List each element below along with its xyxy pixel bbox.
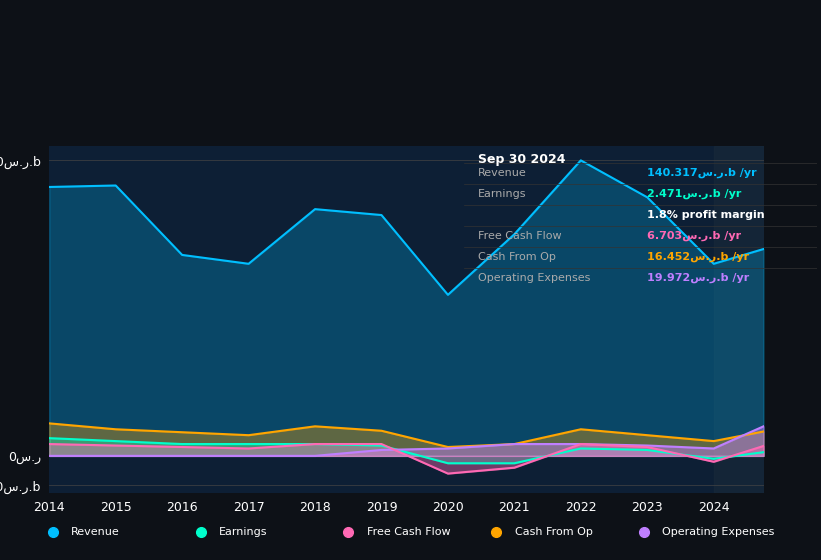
Text: Revenue: Revenue [71, 527, 120, 537]
Text: Cash From Op: Cash From Op [478, 252, 556, 262]
Text: 140.317س.ر.b /yr: 140.317س.ر.b /yr [648, 167, 757, 178]
Text: Operating Expenses: Operating Expenses [663, 527, 775, 537]
Text: Revenue: Revenue [478, 167, 527, 178]
Text: Free Cash Flow: Free Cash Flow [367, 527, 451, 537]
Text: Operating Expenses: Operating Expenses [478, 273, 590, 283]
Text: 2.471س.ر.b /yr: 2.471س.ر.b /yr [648, 189, 742, 199]
Text: Sep 30 2024: Sep 30 2024 [478, 153, 566, 166]
Text: Free Cash Flow: Free Cash Flow [478, 231, 562, 241]
Text: 16.452س.ر.b /yr: 16.452س.ر.b /yr [648, 252, 750, 263]
Bar [713, 146, 764, 493]
Text: Earnings: Earnings [478, 189, 526, 199]
Text: Cash From Op: Cash From Op [515, 527, 593, 537]
Text: 1.8% profit margin: 1.8% profit margin [648, 210, 765, 220]
Text: 19.972س.ر.b /yr: 19.972س.ر.b /yr [648, 273, 750, 283]
Text: Earnings: Earnings [219, 527, 268, 537]
Text: 6.703س.ر.b /yr: 6.703س.ر.b /yr [648, 231, 741, 241]
